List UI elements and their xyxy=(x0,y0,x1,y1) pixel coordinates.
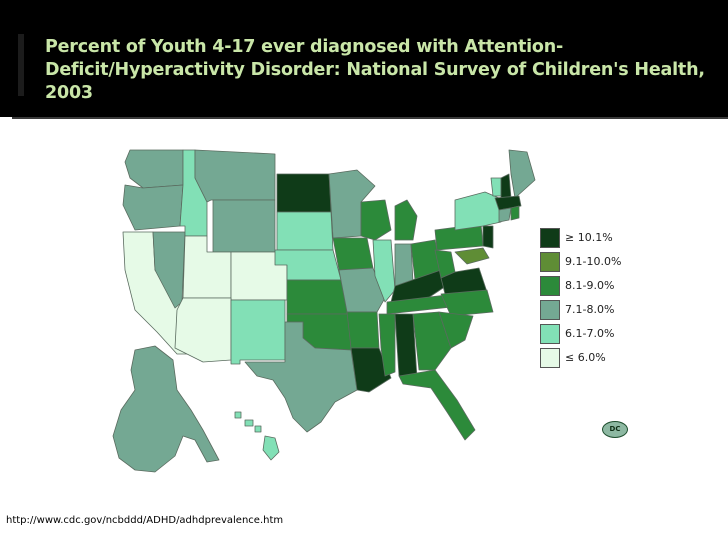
state-maine xyxy=(508,149,536,199)
legend-label: 7.1-8.0% xyxy=(565,303,615,316)
state-florida xyxy=(398,369,476,441)
legend-label: 9.1-10.0% xyxy=(565,255,622,268)
dc-marker: DC xyxy=(602,421,628,438)
state-louisiana xyxy=(350,347,392,393)
title-divider xyxy=(12,117,728,119)
state-north-carolina xyxy=(440,289,494,317)
legend-item: 6.1-7.0% xyxy=(540,324,640,344)
state-maryland xyxy=(454,247,490,265)
state-kentucky xyxy=(390,269,456,303)
legend-item: ≤ 6.0% xyxy=(540,348,640,368)
state-arkansas xyxy=(346,311,380,349)
legend-label: ≥ 10.1% xyxy=(565,231,613,244)
legend-item: ≥ 10.1% xyxy=(540,228,640,248)
legend-item: 9.1-10.0% xyxy=(540,252,640,272)
state-nevada xyxy=(152,231,186,309)
state-washington xyxy=(124,149,184,189)
state-new-jersey xyxy=(482,225,494,249)
legend-label: ≤ 6.0% xyxy=(565,351,606,364)
hawaii-isle-2 xyxy=(244,419,254,427)
title-bar: Percent of Youth 4-17 ever diagnosed wit… xyxy=(0,0,728,117)
legend-swatch xyxy=(540,252,560,272)
slide-title: Percent of Youth 4-17 ever diagnosed wit… xyxy=(45,37,705,103)
state-hawaii xyxy=(262,435,280,461)
state-new-hampshire xyxy=(500,173,512,199)
state-texas xyxy=(244,321,358,433)
state-illinois xyxy=(372,239,396,303)
state-virginia xyxy=(440,267,488,295)
title-accent-bar xyxy=(18,34,24,96)
state-michigan xyxy=(394,199,418,241)
legend-swatch xyxy=(540,300,560,320)
state-oregon xyxy=(122,184,184,231)
legend-label: 6.1-7.0% xyxy=(565,327,615,340)
state-mississippi xyxy=(378,313,396,377)
legend-swatch xyxy=(540,348,560,368)
legend-label: 8.1-9.0% xyxy=(565,279,615,292)
state-massachusetts xyxy=(494,195,522,211)
state-connecticut xyxy=(498,207,512,223)
state-new-york xyxy=(454,191,502,231)
legend-item: 7.1-8.0% xyxy=(540,300,640,320)
legend-swatch xyxy=(540,276,560,296)
state-kansas xyxy=(286,279,348,315)
state-georgia xyxy=(412,311,452,371)
source-url[interactable]: http://www.cdc.gov/ncbddd/ADHD/adhdpreva… xyxy=(6,515,284,526)
us-choropleth-map: DC xyxy=(95,140,628,512)
state-north-dakota xyxy=(276,173,332,213)
state-wisconsin xyxy=(360,199,392,241)
state-iowa xyxy=(332,237,374,271)
state-south-dakota xyxy=(276,211,334,251)
hawaii-isle-3 xyxy=(254,425,262,433)
legend-swatch xyxy=(540,324,560,344)
state-missouri xyxy=(338,267,386,313)
state-alaska xyxy=(112,345,220,473)
legend-swatch xyxy=(540,228,560,248)
legend-item: 8.1-9.0% xyxy=(540,276,640,296)
state-montana xyxy=(194,149,276,203)
map-svg xyxy=(112,149,536,473)
hawaii-isle-1 xyxy=(234,411,242,419)
state-south-carolina xyxy=(438,311,474,349)
state-vermont xyxy=(490,177,502,197)
state-new-mexico xyxy=(230,299,286,365)
state-arizona xyxy=(174,297,232,363)
state-rhode-island xyxy=(510,205,520,221)
state-wyoming xyxy=(212,199,276,253)
state-indiana xyxy=(394,243,414,287)
